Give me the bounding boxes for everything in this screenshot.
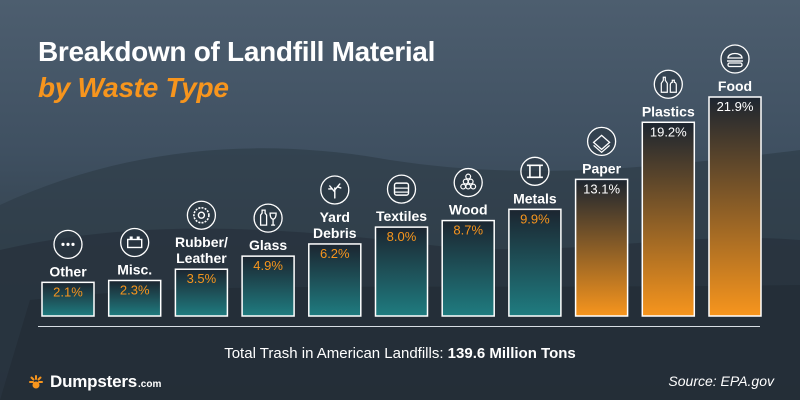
bar bbox=[641, 121, 696, 317]
bar bbox=[574, 178, 629, 317]
category-label: Other bbox=[49, 263, 87, 279]
chart-title: Breakdown of Landfill Material bbox=[38, 36, 436, 67]
data-label: 9.9% bbox=[520, 211, 550, 226]
data-label: 8.7% bbox=[453, 223, 483, 238]
lego-brick-icon bbox=[120, 227, 150, 258]
metal-beam-icon bbox=[520, 156, 550, 186]
bottle-glass-icon bbox=[253, 203, 283, 233]
data-label: 2.3% bbox=[120, 282, 150, 297]
category-label: Paper bbox=[582, 160, 621, 176]
sunburst-icon bbox=[29, 375, 43, 389]
data-label: 8.0% bbox=[387, 229, 417, 244]
data-label: 2.1% bbox=[53, 284, 83, 299]
paper-stack-icon bbox=[586, 126, 617, 157]
data-label: 6.2% bbox=[320, 246, 350, 261]
divider-line bbox=[38, 326, 760, 327]
bar bbox=[308, 243, 362, 317]
bar bbox=[441, 219, 495, 317]
bar bbox=[708, 96, 762, 317]
category-label: Yard Debris bbox=[313, 209, 357, 241]
bar bbox=[241, 255, 295, 317]
bar bbox=[107, 279, 162, 317]
log-pile-icon bbox=[453, 167, 483, 198]
category-label: Misc. bbox=[117, 261, 152, 277]
bar bbox=[508, 208, 562, 317]
brand-logo: Dumpsters .com bbox=[28, 372, 161, 392]
tree-icon bbox=[320, 175, 350, 205]
burger-food-icon bbox=[720, 44, 750, 74]
data-label: 13.1% bbox=[583, 181, 620, 196]
bar bbox=[41, 281, 95, 317]
data-label: 3.5% bbox=[187, 271, 217, 286]
data-label: 19.2% bbox=[650, 124, 687, 139]
bar bbox=[374, 226, 429, 317]
total-label: Total Trash in American Landfills: bbox=[224, 345, 444, 362]
dots-icon bbox=[53, 229, 83, 259]
brand-suffix: .com bbox=[138, 378, 162, 390]
total-trash-line: Total Trash in American Landfills: 139.6… bbox=[0, 345, 800, 362]
chart-subtitle: by Waste Type bbox=[38, 72, 229, 103]
data-label: 4.9% bbox=[253, 258, 283, 273]
category-label: Textiles bbox=[376, 208, 427, 224]
total-value: 139.6 Million Tons bbox=[447, 345, 576, 362]
data-label: 21.9% bbox=[717, 99, 754, 114]
bar-chart: 2.1% Other 2.3% Misc. 3.5% Rubber/Leather 4.9%… bbox=[41, 44, 762, 317]
category-label: Plastics bbox=[642, 103, 695, 119]
folded-cloth-icon bbox=[386, 174, 417, 204]
tire-icon bbox=[186, 200, 217, 230]
category-label: Food bbox=[718, 78, 752, 94]
bar bbox=[174, 268, 229, 317]
brand-name: Dumpsters bbox=[50, 372, 138, 391]
category-label: Rubber/Leather bbox=[175, 234, 228, 266]
category-label: Metals bbox=[513, 190, 557, 206]
source-note: Source: EPA.gov bbox=[668, 373, 774, 389]
category-label: Glass bbox=[249, 237, 287, 253]
category-label: Wood bbox=[449, 202, 488, 218]
plastic-bottles-icon bbox=[653, 69, 683, 99]
